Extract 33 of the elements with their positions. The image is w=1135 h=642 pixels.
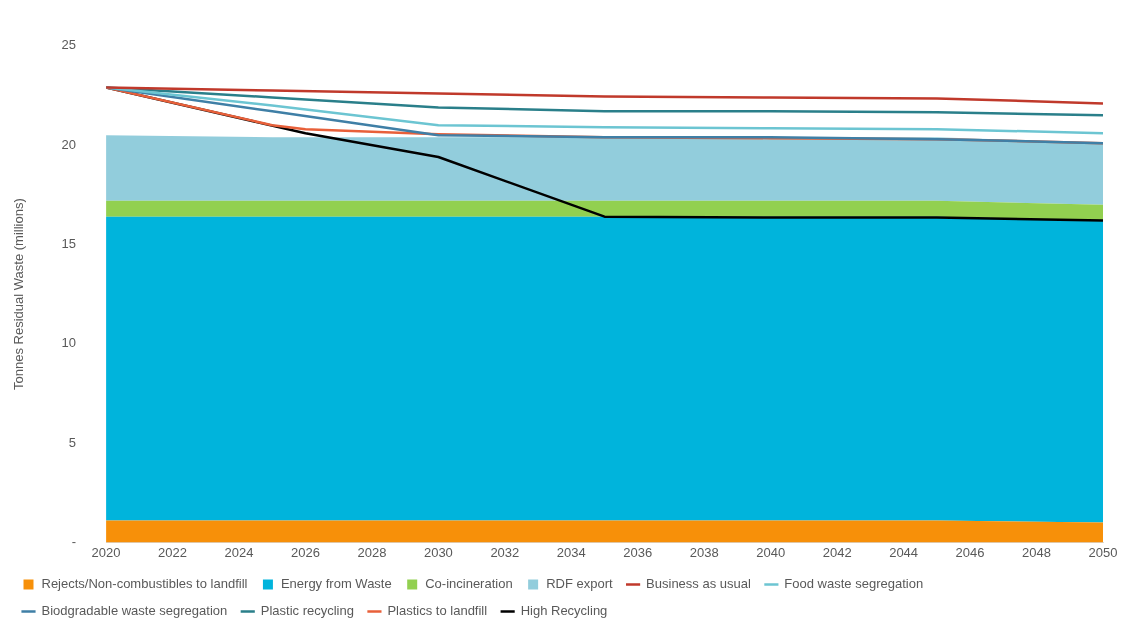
x-tick-label: 2028 [357, 544, 387, 560]
y-tick-label: - [71, 533, 77, 549]
x-tick-label: 2030 [423, 544, 453, 560]
x-tick-label: 2022 [158, 544, 187, 560]
legend-label: Rejects/Non-combustibles to landfill [41, 576, 248, 592]
legend-label: Co-incineration [425, 576, 513, 592]
legend-label: Food waste segregation [784, 576, 924, 592]
legend-label: Biodgradable waste segregation [41, 603, 228, 619]
x-tick-label: 2046 [955, 544, 985, 560]
legend-label: Plastic recycling [260, 603, 354, 619]
legend-label: Business as usual [646, 576, 751, 592]
x-tick-label: 2038 [689, 544, 719, 560]
legend-label: Energy from Waste [280, 576, 392, 592]
y-tick-label: 20 [61, 136, 77, 152]
x-tick-label: 2036 [623, 544, 653, 560]
legend-label: High Recycling [520, 603, 608, 619]
y-tick-label: 25 [61, 37, 77, 53]
legend-label: Plastics to landfill [387, 603, 488, 619]
x-tick-label: 2050 [1088, 544, 1118, 560]
x-tick-label: 2032 [490, 544, 520, 560]
y-tick-label: 15 [61, 236, 77, 252]
legend-label: RDF export [546, 576, 613, 592]
x-tick-label: 2042 [822, 544, 852, 560]
x-tick-label: 2048 [1022, 544, 1051, 560]
y-axis-title: Tonnes Residual Waste (millions) [11, 198, 27, 390]
x-tick-label: 2044 [889, 544, 919, 560]
x-tick-label: 2020 [91, 544, 121, 560]
x-tick-label: 2026 [290, 544, 320, 560]
y-tick-label: 10 [61, 335, 77, 351]
x-tick-label: 2024 [224, 544, 254, 560]
y-tick-label: 5 [68, 434, 77, 450]
x-tick-label: 2034 [556, 544, 586, 560]
x-tick-label: 2040 [756, 544, 786, 560]
